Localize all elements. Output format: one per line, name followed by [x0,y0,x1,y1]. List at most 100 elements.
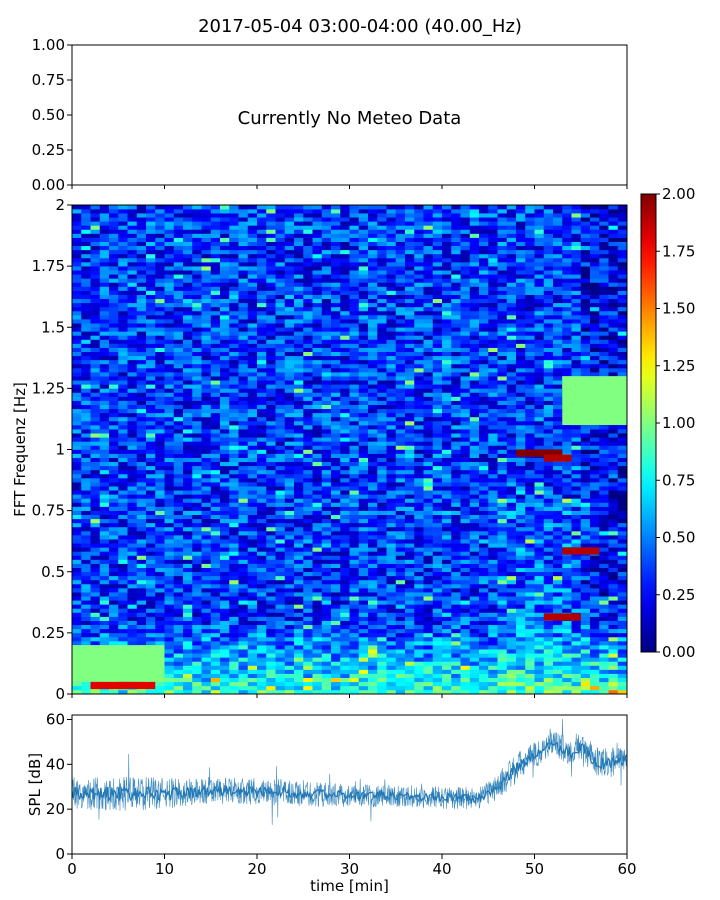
spectrogram-cell [590,600,600,605]
spectrogram-cell [469,661,480,666]
spectrogram-cell [192,420,202,426]
spectrogram-cell [608,673,619,679]
spectrogram-cell [173,681,184,687]
spectrogram-cell [284,437,295,442]
spectrogram-cell [358,384,369,389]
spectrogram-cell [321,522,332,528]
spectrogram-cell [395,384,406,389]
spectrogram-cell [571,457,582,463]
spectrogram-cell [90,596,101,601]
spectrogram-cell [312,673,323,679]
meteo-y-ticks: 0.000.250.500.751.00 [32,36,72,194]
spectrogram-cell [543,567,554,573]
spectrogram-cell [340,624,350,630]
spectrogram-cell [580,636,591,642]
spectrogram-cell [340,677,350,683]
spectrogram-cell [358,478,369,483]
spectrogram-cell [321,539,332,544]
spectrogram-cell [488,469,498,475]
spectrogram-cell [164,689,175,695]
spectrogram-cell [479,380,489,385]
spectrogram-cell [349,669,360,674]
spectrogram-cell [155,368,165,373]
spectrogram-cell [395,449,406,454]
spectrogram-cell [599,510,609,516]
spectrogram-cell [136,400,147,405]
spectrogram-cell [340,449,350,454]
spectrogram-cell [118,636,128,642]
spectrogram-cell [571,363,582,369]
spectrogram-cell [534,681,545,687]
spectrogram-cell [247,669,258,674]
spectrogram-cell [414,645,424,650]
spectrogram-cell [479,657,489,662]
spectrogram-cell [72,612,82,617]
spectrogram-cell [210,392,221,397]
spectrogram-cell [506,620,517,626]
spectrogram-cell [238,575,249,581]
spectrogram-cell [516,461,526,467]
spectrogram-cell [414,372,424,377]
spectrogram-cell [340,425,350,430]
spectrogram-cell [99,583,110,589]
spectrogram-cell [599,465,609,471]
spectrogram-cell [562,628,572,634]
spectrogram-cell [266,482,276,487]
spectrogram-cell [173,588,184,593]
spectrogram-cell [488,404,498,410]
spectrogram-cell [183,359,193,365]
spectrogram-cell [155,547,165,552]
spectrogram-cell [553,588,563,593]
spectrogram-cell [534,469,545,475]
spectrogram-cell [497,457,508,463]
spectrogram-cell [99,620,110,626]
spectrogram-cell [257,449,267,454]
spectrogram-cell [99,514,110,520]
spectrogram-cell [553,526,563,532]
spectrogram-cell [155,376,165,381]
spectrogram-cell [608,494,619,499]
spectrogram-cell [414,685,424,691]
spectrogram-cell [146,380,156,385]
spectrogram-cell [294,657,304,662]
spectrogram-cell [72,522,82,528]
spectrogram-cell [479,416,489,422]
spectrogram-cell [183,555,193,560]
spectrogram-cell [331,506,341,511]
spectrogram-cell [516,384,526,389]
spectrogram-cell [266,612,276,617]
spectrogram-cell [405,632,415,638]
spectrogram-cell [488,645,498,650]
spectrogram-cell [275,396,286,401]
spectrogram-cell [294,661,304,666]
spectrogram-cell [183,498,193,503]
spectrogram-cell [238,653,249,658]
spectrogram-cell [460,685,471,691]
spectrogram-cell [414,510,424,516]
spectrogram-cell [469,547,480,552]
spectrogram-cell [488,359,498,365]
spectrogram-cell [247,420,258,426]
spectrogram-cell [377,363,387,369]
spectrogram-cell [183,482,193,487]
spectrogram-cell [608,620,619,626]
spectrogram-cell [506,433,517,438]
spectrogram-cell [164,473,175,479]
spectrogram-cell [368,685,378,691]
spectrogram-cell [590,657,600,662]
spectrogram-cell [284,555,295,560]
spectrogram-cell [479,535,489,540]
spectrogram-cell [516,502,526,507]
spectrogram-cell [553,539,563,544]
spectrogram-cell [460,429,471,434]
spectrogram-cell [405,368,415,373]
spectrogram-cell [90,433,101,438]
spectrogram-cell [210,539,221,544]
spectrogram-cell [349,555,360,560]
spectrogram-cell [358,412,369,418]
spectrogram-cell [442,437,452,442]
spectrogram-cell [553,416,563,422]
spectrogram-cell [294,673,304,679]
spectrogram-cell [257,685,267,691]
spectrogram-cell [238,404,249,410]
